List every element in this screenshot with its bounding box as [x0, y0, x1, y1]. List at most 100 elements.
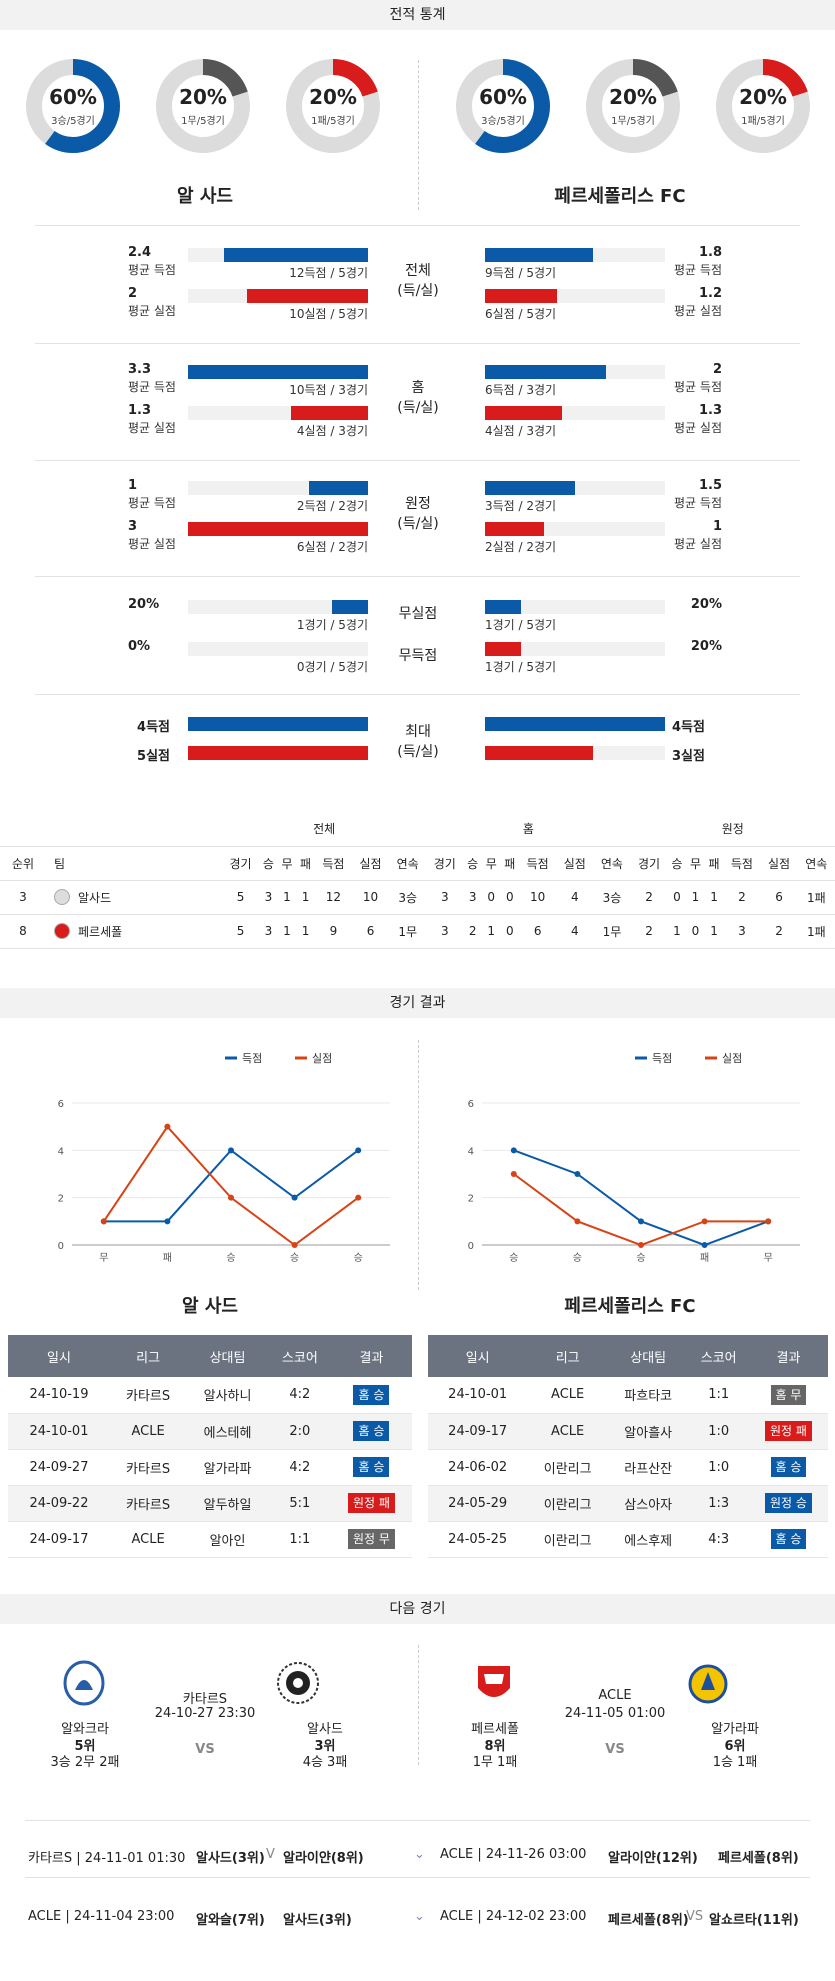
x-tick-label: 무: [764, 1253, 773, 1264]
away-stat-value: 1: [712, 519, 722, 534]
col-2: 무: [277, 846, 297, 881]
bar-track: [485, 600, 665, 614]
chevron-down-icon[interactable]: ⌄: [414, 1847, 425, 1862]
standings-group-away: 원정: [630, 812, 835, 847]
x-tick-label: 패: [163, 1252, 172, 1264]
all-stat: 3: [259, 880, 278, 915]
stat-group-name: 전체: [405, 263, 431, 279]
home-results-title: 알 사드: [182, 1296, 238, 1317]
result-row: 24-09-17 ACLE 알아인 1:1 원정 무: [8, 1521, 412, 1558]
vs-label: VS: [195, 1742, 215, 1757]
section-header-results: 경기 결과: [0, 988, 835, 1018]
match-league: ACLE: [527, 1377, 608, 1414]
series-line: [513, 1173, 769, 1247]
away-stat-caption: 6실점 / 5경기: [485, 307, 557, 321]
away-stat-value: 1.8: [698, 245, 722, 260]
result-row: 24-09-17 ACLE 알아흘사 1:0 원정 패: [428, 1413, 828, 1450]
bar-track: [485, 642, 665, 656]
result-cell: 원정 패: [330, 1485, 412, 1522]
all-stat: 3: [259, 914, 278, 949]
separator: [35, 576, 800, 577]
stat-group-sub: (득/실): [397, 516, 439, 532]
y-tick-label: 0: [468, 1241, 474, 1252]
data-point: [164, 1123, 171, 1130]
team-name: 알사드: [307, 1722, 343, 1737]
result-badge: 원정 승: [765, 1493, 812, 1513]
opponent: 라프산잔: [607, 1449, 689, 1486]
donut-arc: [456, 59, 550, 153]
upcoming-team: 알라이얀(8위): [283, 1851, 364, 1866]
results-col-header: 리그: [527, 1335, 608, 1377]
match-date: 24-09-17: [428, 1413, 528, 1450]
away-stat-caption: 1경기 / 5경기: [485, 660, 557, 674]
donut-caption: 1무/5경기: [611, 116, 655, 127]
donut-percent: 60%: [479, 85, 527, 109]
data-point: [638, 1242, 644, 1248]
away-stat: 1: [667, 914, 687, 949]
results-col-header: 결과: [330, 1335, 412, 1377]
results-col-header: 리그: [109, 1335, 187, 1377]
match-league: 이란리그: [527, 1485, 608, 1522]
chevron-down-icon[interactable]: ⌄: [414, 1909, 425, 1924]
col-4: 득점: [519, 846, 557, 881]
col-3: 패: [500, 846, 520, 881]
x-tick-label: 승: [226, 1252, 235, 1264]
donut-percent: 20%: [609, 85, 657, 109]
away-stat-caption: 2실점 / 2경기: [485, 540, 557, 554]
away-results-chart: 0 2 4 6 승 승 승 패 무 득점 실점: [468, 1052, 800, 1264]
standings-row: 3 알사드 5 3 1 1 12 10 3승 3 3 0 0 10 4 3승 2 0 1 1 2 6 1패: [0, 880, 835, 915]
separator: [35, 225, 800, 226]
col-6: 연속: [389, 846, 427, 881]
all-stat: 1: [277, 880, 297, 915]
score: 4:2: [268, 1449, 331, 1486]
separator: [35, 694, 800, 695]
col-1: 승: [463, 846, 482, 881]
all-stat: 6: [351, 914, 390, 949]
home-stat-bar: [224, 248, 368, 262]
away-results-table: 일시 리그 상대팀 스코어 결과 24-10-01 ACLE 파흐타코 1:1 홈 무 24-09-…: [428, 1335, 828, 1558]
result-row: 24-06-02 이란리그 라프산잔 1:0 홈 승: [428, 1449, 828, 1486]
opponent: 알아흘사: [607, 1413, 689, 1450]
score: 4:2: [268, 1377, 331, 1414]
match-league: 카타르S: [182, 1692, 228, 1707]
away-stat-label: 평균 득점: [674, 496, 722, 510]
data-point: [355, 1194, 362, 1201]
series-line: [102, 1125, 359, 1247]
results-col-header: 상대팀: [607, 1335, 689, 1377]
donut-caption: 1패/5경기: [741, 116, 785, 127]
vs-label: V: [266, 1847, 275, 1862]
home-stat-bar: [188, 365, 368, 379]
data-point: [510, 1171, 517, 1177]
away-stat-label: 평균 득점: [674, 263, 722, 277]
col-5: 실점: [760, 846, 798, 881]
home-stat-bar: [308, 481, 368, 495]
away-stat: 1패: [797, 914, 835, 949]
standings-row: 8 페르세폴 5 3 1 1 9 6 1무 3 2 1 0 6 4 1무 2 1 0 1 3 2 1패: [0, 914, 835, 949]
upcoming-team: 페르세폴(8위): [608, 1913, 689, 1928]
away-stat-bar: [485, 406, 563, 420]
away-stat-value: 20%: [690, 639, 722, 654]
team-name: 알가라파: [711, 1722, 759, 1737]
home-stat-caption: 1경기 / 5경기: [296, 618, 368, 632]
col-1: 승: [667, 846, 687, 881]
team-rank: 8: [0, 914, 46, 949]
result-row: 24-10-01 ACLE 에스테헤 2:0 홈 승: [8, 1413, 412, 1450]
away-stat-value: 1.5: [698, 478, 722, 493]
donut-percent: 20%: [309, 85, 357, 109]
vs-label: VS: [605, 1742, 625, 1757]
result-badge: 홈 승: [770, 1457, 807, 1477]
team-name: 페르세폴: [471, 1722, 519, 1737]
home-stat-label: 평균 득점: [128, 496, 176, 510]
away-results-title: 페르세폴리스 FC: [564, 1296, 696, 1317]
col-4: 득점: [723, 846, 761, 881]
home-stat-caption: 0경기 / 5경기: [296, 660, 368, 674]
match-time: 24-11-05 01:00: [564, 1706, 666, 1721]
away-stat-value: 2: [712, 362, 722, 377]
col-2: 무: [481, 846, 501, 881]
away-max-bar: [485, 717, 665, 731]
upcoming-team: 알사드(3위): [283, 1913, 352, 1928]
donut-arc: [586, 59, 680, 153]
result-badge: 원정 무: [347, 1529, 395, 1549]
away-stat-bar: [485, 642, 521, 656]
team-record: 1무 1패: [472, 1755, 518, 1770]
